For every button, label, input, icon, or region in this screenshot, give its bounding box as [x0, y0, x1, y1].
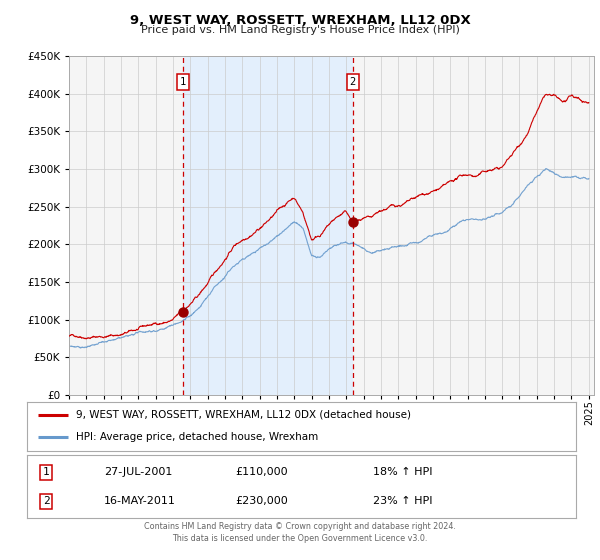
Text: 9, WEST WAY, ROSSETT, WREXHAM, LL12 0DX (detached house): 9, WEST WAY, ROSSETT, WREXHAM, LL12 0DX … [76, 410, 412, 420]
Text: 1: 1 [179, 77, 186, 87]
Text: 16-MAY-2011: 16-MAY-2011 [104, 496, 176, 506]
Text: This data is licensed under the Open Government Licence v3.0.: This data is licensed under the Open Gov… [172, 534, 428, 543]
Text: Price paid vs. HM Land Registry's House Price Index (HPI): Price paid vs. HM Land Registry's House … [140, 25, 460, 35]
Text: 9, WEST WAY, ROSSETT, WREXHAM, LL12 0DX: 9, WEST WAY, ROSSETT, WREXHAM, LL12 0DX [130, 14, 470, 27]
Bar [182, 56, 353, 395]
Text: 23% ↑ HPI: 23% ↑ HPI [373, 496, 433, 506]
Text: £230,000: £230,000 [236, 496, 289, 506]
Text: 1: 1 [43, 467, 50, 477]
Text: 18% ↑ HPI: 18% ↑ HPI [373, 467, 433, 477]
Text: 2: 2 [43, 496, 50, 506]
Text: 27-JUL-2001: 27-JUL-2001 [104, 467, 172, 477]
Text: Contains HM Land Registry data © Crown copyright and database right 2024.: Contains HM Land Registry data © Crown c… [144, 522, 456, 531]
Text: 2: 2 [350, 77, 356, 87]
Text: HPI: Average price, detached house, Wrexham: HPI: Average price, detached house, Wrex… [76, 432, 319, 442]
Text: £110,000: £110,000 [236, 467, 288, 477]
